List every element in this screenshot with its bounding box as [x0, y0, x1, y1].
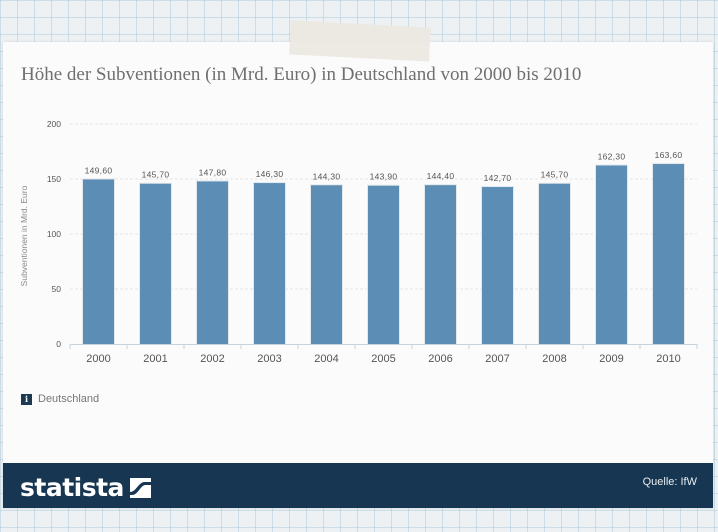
bar [197, 181, 228, 344]
bar [140, 183, 171, 344]
bar-chart: 0 50 100 150 200 Subventionen in Mrd. Euro 1… [19, 119, 698, 365]
info-icon[interactable]: i [21, 393, 32, 405]
value-label: 162,30 [598, 151, 626, 161]
value-label: 145,70 [142, 170, 170, 180]
x-axis [69, 344, 698, 349]
value-label: 147,80 [199, 167, 227, 177]
legend-label: Deutschland [38, 393, 100, 405]
bars [82, 163, 685, 344]
value-label: 142,70 [484, 173, 512, 183]
x-tick-label: 2006 [428, 353, 452, 365]
value-labels: 149,60 145,70 147,80 146,30 144,30 143,90 144,… [85, 150, 683, 183]
y-tick-label: 100 [47, 229, 61, 239]
y-tick-label: 150 [47, 174, 61, 184]
source-text: Quelle: IfW [642, 476, 697, 488]
bar [425, 185, 456, 344]
value-label: 163,60 [655, 150, 683, 160]
value-label: 149,60 [85, 165, 113, 175]
bar [653, 164, 684, 344]
x-tick-label: 2004 [314, 353, 338, 365]
bar [254, 183, 285, 344]
bar [311, 185, 342, 344]
gridlines [70, 123, 697, 290]
bar [482, 187, 513, 344]
chart-title: Höhe der Subventionen (in Mrd. Euro) in … [21, 64, 582, 85]
x-tick-label: 2001 [143, 353, 167, 365]
statista-logo-icon [129, 477, 151, 498]
y-tick-label: 50 [52, 284, 62, 294]
y-axis-label: Subventionen in Mrd. Euro [19, 185, 29, 286]
y-tick-label: 200 [47, 119, 61, 129]
value-label: 145,70 [541, 170, 569, 180]
chart-card: Höhe der Subventionen (in Mrd. Euro) in … [3, 42, 713, 508]
x-tick-label: 2005 [371, 353, 395, 365]
x-tick-label: 2000 [86, 353, 110, 365]
x-tick-label: 2010 [656, 353, 680, 365]
value-label: 146,30 [256, 169, 284, 179]
bar [539, 183, 570, 344]
bar [83, 179, 114, 344]
x-tick-label: 2007 [485, 353, 509, 365]
legend[interactable]: i Deutschland [21, 393, 99, 405]
x-tick-label: 2003 [257, 353, 281, 365]
x-tick-label: 2008 [542, 353, 566, 365]
value-label: 144,40 [427, 171, 455, 181]
bar [596, 165, 627, 344]
brand-name: statista [20, 473, 124, 502]
tape-decoration [289, 20, 431, 62]
x-tick-label: 2009 [599, 353, 623, 365]
y-tick-label: 0 [56, 339, 61, 349]
statista-logo[interactable]: statista [20, 473, 151, 502]
x-tick-label: 2002 [200, 353, 224, 365]
bar [368, 185, 399, 344]
value-label: 143,90 [370, 172, 398, 182]
y-tick-labels: 0 50 100 150 200 [47, 119, 61, 349]
value-label: 144,30 [313, 171, 341, 181]
x-tick-labels: 2000 2001 2002 2003 2004 2005 2006 2007 2008 2009… [86, 353, 680, 365]
footer: statista Quelle: IfW [3, 463, 713, 508]
